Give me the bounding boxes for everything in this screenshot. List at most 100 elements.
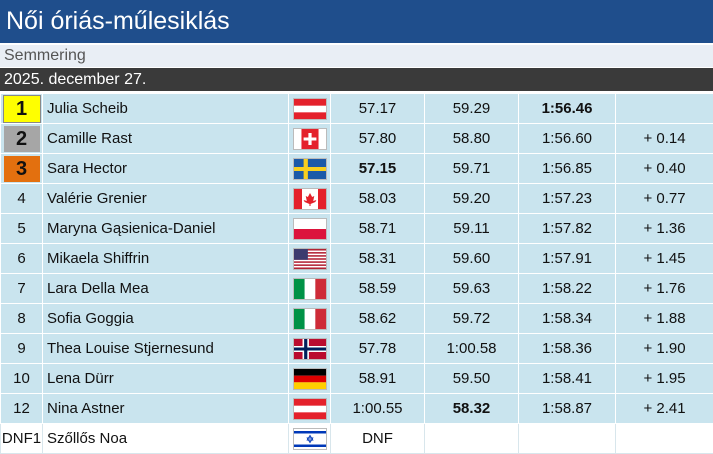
results-table: 1 Julia Scheib 57.17 59.29 1:56.46 2 Camille R… [0, 93, 713, 454]
table-row: 9 Thea Louise Stjernesund 57.78 1:00.58 1:58… [0, 333, 713, 364]
switzerland-flag-icon [292, 127, 327, 150]
rank-cell: 1 [0, 93, 43, 124]
rank-cell: 7 [0, 273, 43, 304]
table-row: 4 Valérie Grenier 58.03 59.20 1:57.23 + 0.77 [0, 183, 713, 214]
rank-value: 8 [17, 310, 26, 327]
run2-time: 59.29 [424, 93, 519, 124]
rank-cell: 4 [0, 183, 43, 214]
time-difference: + 0.14 [615, 123, 713, 154]
run1-time: 58.03 [330, 183, 425, 214]
total-time: 1:56.46 [518, 93, 616, 124]
rank-value: DNF1 [1, 430, 42, 447]
table-row: 3 Sara Hector 57.15 59.71 1:56.85 + 0.40 [0, 153, 713, 184]
run2-time: 59.50 [424, 363, 519, 394]
time-difference: + 1.76 [615, 273, 713, 304]
page-title: Női óriás-műlesiklás [0, 0, 713, 43]
table-row: 7 Lara Della Mea 58.59 59.63 1:58.22 + 1.76 [0, 273, 713, 304]
poland-flag-icon [292, 217, 327, 240]
rank-cell: 12 [0, 393, 43, 424]
total-time: 1:57.23 [518, 183, 616, 214]
norway-flag-icon [292, 337, 327, 360]
total-time: 1:57.91 [518, 243, 616, 274]
run1-time: 58.91 [330, 363, 425, 394]
rank-value: 12 [13, 400, 30, 417]
rank-value: 3 [3, 155, 40, 182]
rank-value: 9 [17, 340, 26, 357]
time-difference: + 0.40 [615, 153, 713, 184]
athlete-name: Sofia Goggia [42, 303, 289, 334]
rank-value: 10 [13, 370, 30, 387]
athlete-name: Szőllős Noa [42, 423, 289, 454]
total-time: 1:58.34 [518, 303, 616, 334]
total-time: 1:58.22 [518, 273, 616, 304]
rank-cell: 2 [0, 123, 43, 154]
time-difference: + 1.90 [615, 333, 713, 364]
athlete-name: Maryna Gąsienica-Daniel [42, 213, 289, 244]
italy-flag-icon [292, 277, 327, 300]
run1-time: 58.62 [330, 303, 425, 334]
run2-time: 59.11 [424, 213, 519, 244]
flag-cell [288, 183, 331, 214]
table-row: 5 Maryna Gąsienica-Daniel 58.71 59.11 1:57.8… [0, 213, 713, 244]
table-row: 12 Nina Astner 1:00.55 58.32 1:58.87 + 2.41 [0, 393, 713, 424]
canada-flag-icon [292, 187, 327, 210]
table-row: 8 Sofia Goggia 58.62 59.72 1:58.34 + 1.88 [0, 303, 713, 334]
flag-cell [288, 423, 331, 454]
italy-flag-icon [292, 307, 327, 330]
run2-time: 59.72 [424, 303, 519, 334]
sweden-flag-icon [292, 157, 327, 180]
run1-time: 57.80 [330, 123, 425, 154]
total-time [518, 423, 616, 454]
venue-label: Semmering [0, 45, 713, 67]
germany-flag-icon [292, 367, 327, 390]
run2-time: 59.71 [424, 153, 519, 184]
rank-value: 2 [3, 125, 40, 152]
athlete-name: Julia Scheib [42, 93, 289, 124]
time-difference: + 1.95 [615, 363, 713, 394]
athlete-name: Lena Dürr [42, 363, 289, 394]
rank-cell: 6 [0, 243, 43, 274]
rank-cell: 10 [0, 363, 43, 394]
austria-flag-icon [292, 97, 327, 120]
rank-value: 1 [2, 94, 41, 123]
usa-flag-icon [292, 247, 327, 270]
run2-time: 59.20 [424, 183, 519, 214]
run1-time: DNF [330, 423, 425, 454]
rank-cell: 5 [0, 213, 43, 244]
athlete-name: Sara Hector [42, 153, 289, 184]
israel-flag-icon [292, 427, 327, 450]
table-row: 6 Mikaela Shiffrin 58.31 59.60 1:57.91 + 1.45 [0, 243, 713, 274]
run2-time: 58.32 [424, 393, 519, 424]
athlete-name: Nina Astner [42, 393, 289, 424]
flag-cell [288, 333, 331, 364]
run1-time: 58.31 [330, 243, 425, 274]
flag-cell [288, 273, 331, 304]
total-time: 1:56.60 [518, 123, 616, 154]
total-time: 1:58.41 [518, 363, 616, 394]
total-time: 1:58.87 [518, 393, 616, 424]
run1-time: 58.59 [330, 273, 425, 304]
athlete-name: Lara Della Mea [42, 273, 289, 304]
flag-cell [288, 363, 331, 394]
austria-flag-icon [292, 397, 327, 420]
flag-cell [288, 123, 331, 154]
table-row: 10 Lena Dürr 58.91 59.50 1:58.41 + 1.95 [0, 363, 713, 394]
rank-cell: 8 [0, 303, 43, 334]
run1-time: 57.17 [330, 93, 425, 124]
flag-cell [288, 393, 331, 424]
time-difference: + 0.77 [615, 183, 713, 214]
run2-time: 1:00.58 [424, 333, 519, 364]
rank-cell: 9 [0, 333, 43, 364]
run2-time [424, 423, 519, 454]
rank-cell: DNF1 [0, 423, 43, 454]
rank-value: 7 [17, 280, 26, 297]
rank-cell: 3 [0, 153, 43, 184]
rank-value: 6 [17, 250, 26, 267]
time-difference: + 1.45 [615, 243, 713, 274]
time-difference [615, 93, 713, 124]
total-time: 1:58.36 [518, 333, 616, 364]
time-difference: + 1.36 [615, 213, 713, 244]
flag-cell [288, 153, 331, 184]
run1-time: 57.15 [330, 153, 425, 184]
total-time: 1:57.82 [518, 213, 616, 244]
